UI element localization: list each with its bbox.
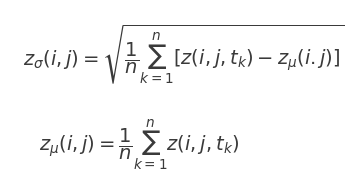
Text: $z_{\mu}(i,j) = \dfrac{1}{n}\sum_{k=1}^{n} z(i,j,t_k)$: $z_{\mu}(i,j) = \dfrac{1}{n}\sum_{k=1}^{… bbox=[39, 118, 239, 173]
Text: $z_{\sigma}(i,j) = \sqrt{\dfrac{1}{n}\sum_{k=1}^{n}[z(i,j,t_k) - z_{\mu}(i.j)]}$: $z_{\sigma}(i,j) = \sqrt{\dfrac{1}{n}\su… bbox=[23, 23, 345, 86]
